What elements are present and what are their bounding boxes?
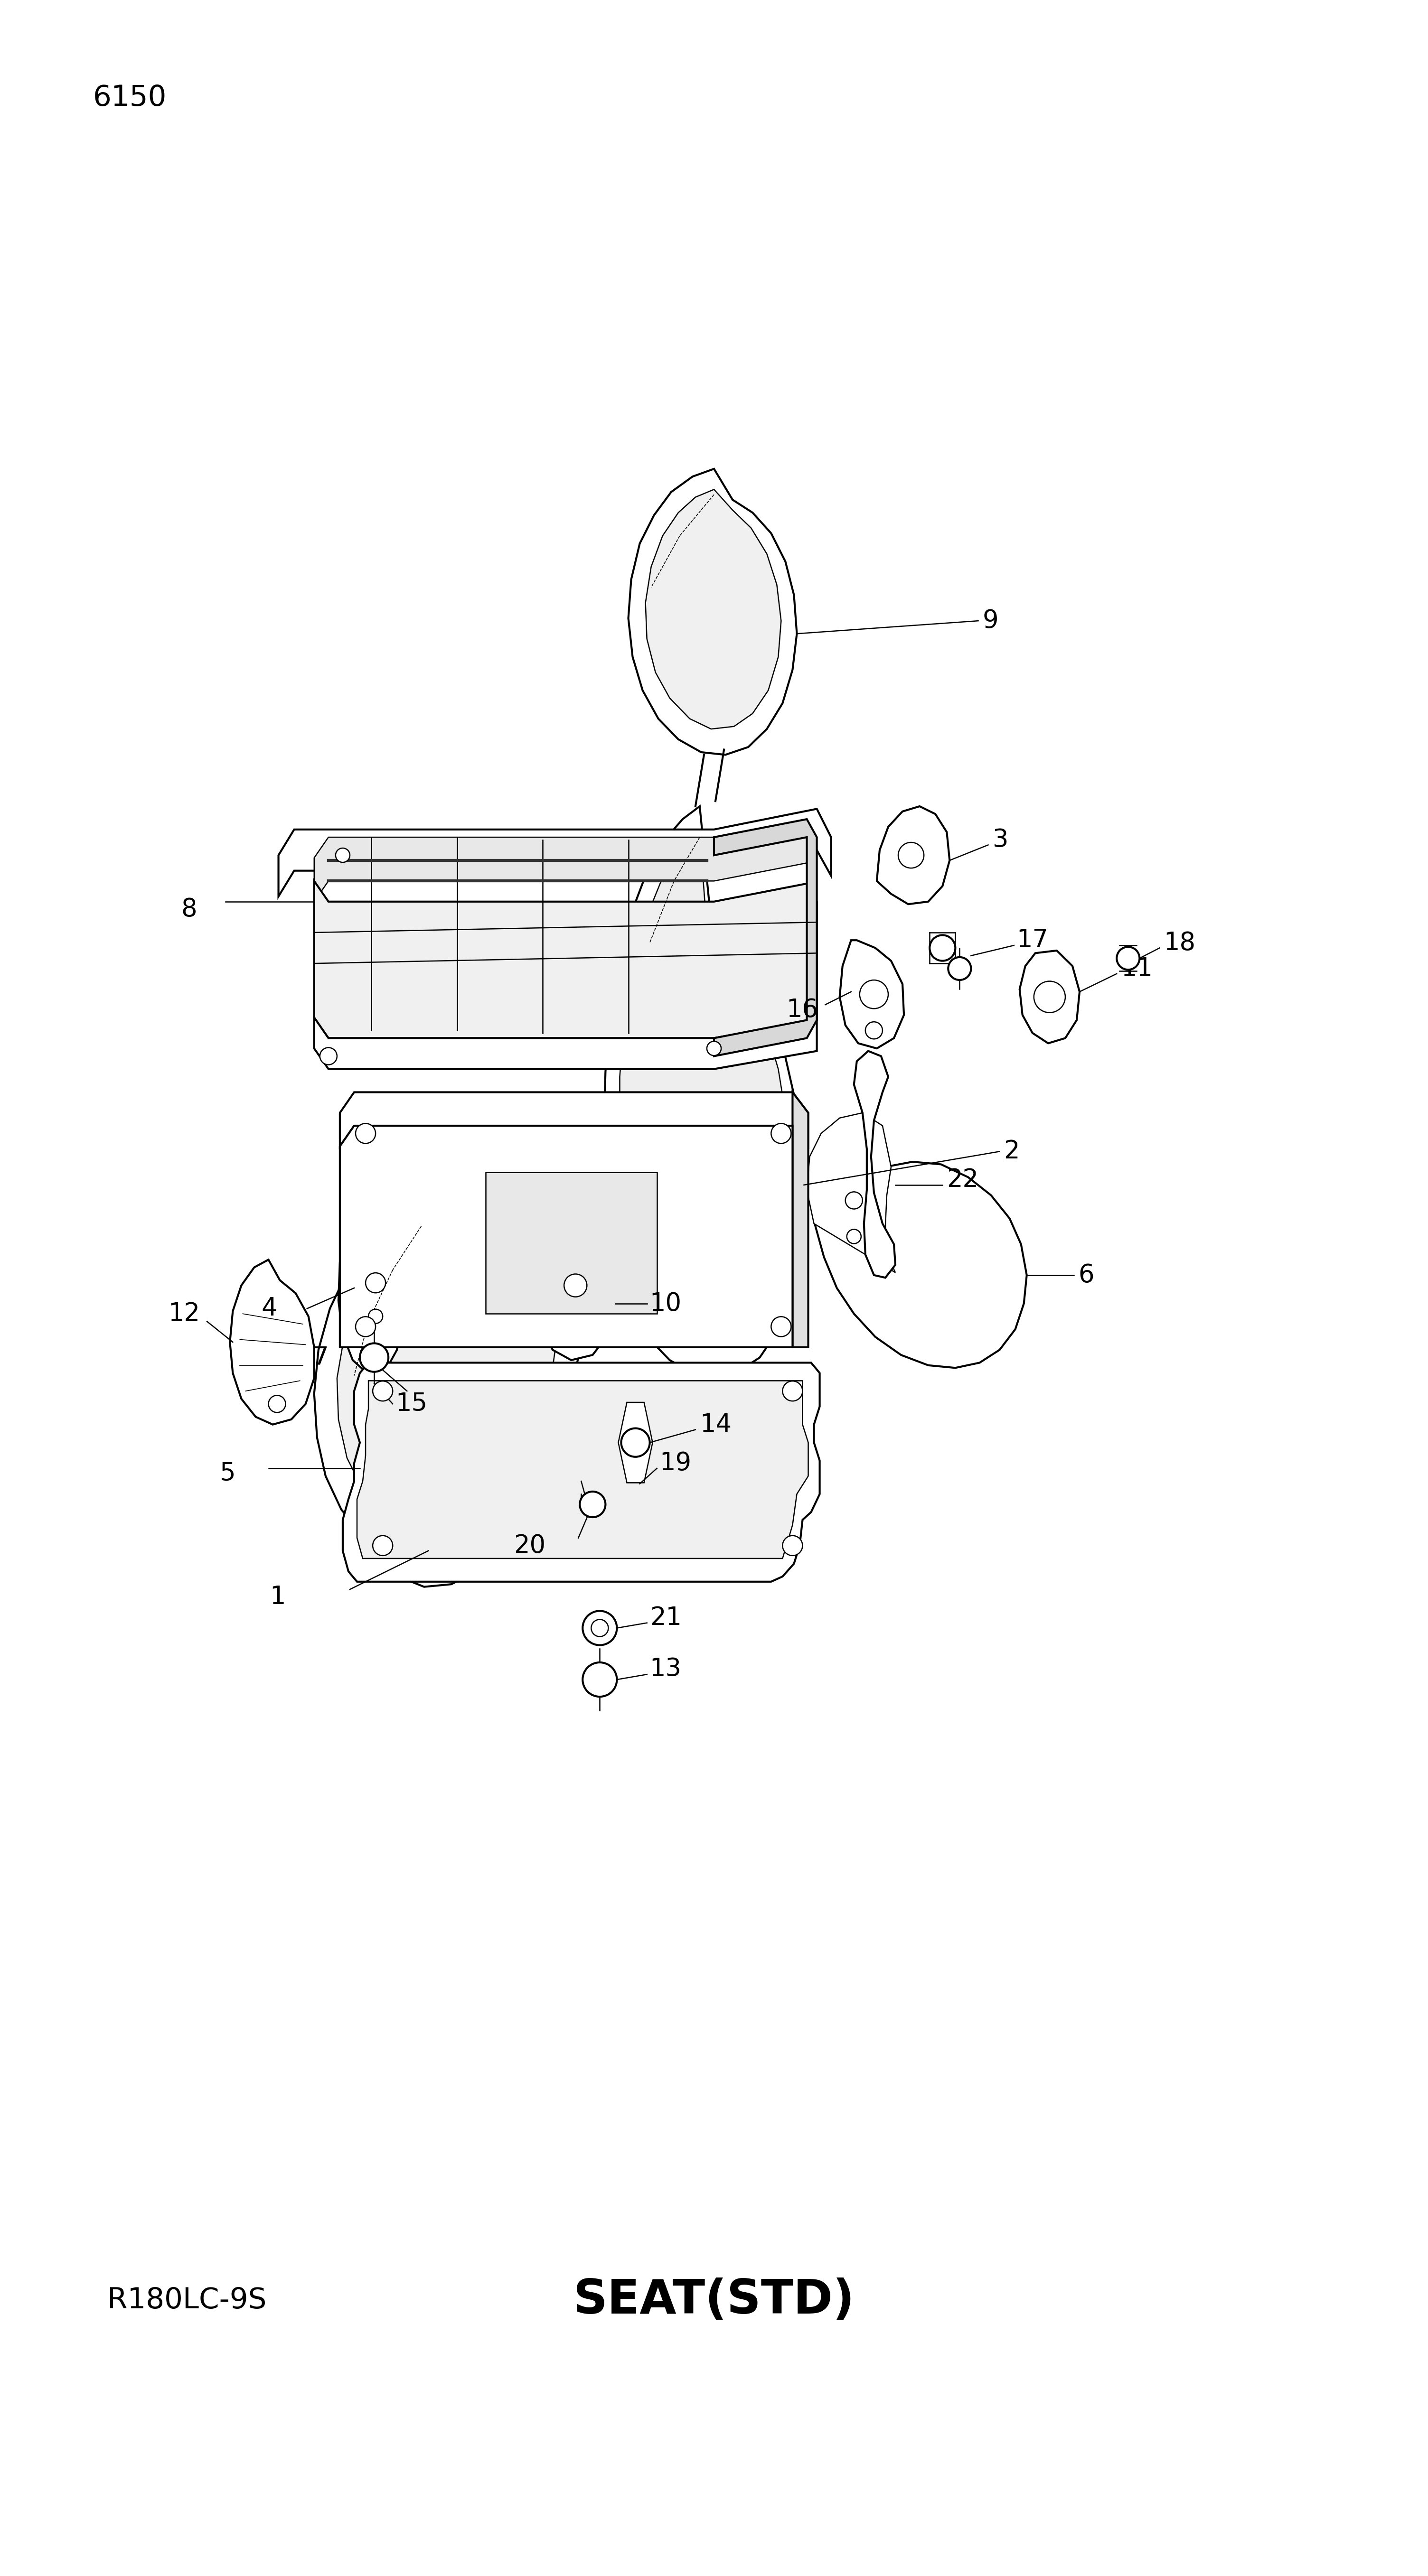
Text: 9: 9 [982, 608, 998, 634]
Polygon shape [645, 489, 781, 729]
Polygon shape [628, 469, 797, 755]
Circle shape [564, 1275, 587, 1296]
Circle shape [366, 1273, 386, 1293]
Circle shape [583, 1662, 617, 1698]
Polygon shape [714, 819, 817, 1056]
Polygon shape [840, 940, 904, 1048]
Circle shape [373, 1381, 393, 1401]
Polygon shape [755, 1113, 781, 1190]
Polygon shape [340, 1301, 808, 1347]
Polygon shape [340, 1092, 808, 1146]
Polygon shape [793, 1092, 808, 1347]
Polygon shape [807, 1113, 895, 1273]
Circle shape [1034, 981, 1065, 1012]
Polygon shape [340, 1126, 808, 1172]
Text: 11: 11 [1121, 956, 1152, 981]
Circle shape [368, 1309, 383, 1324]
Text: 3: 3 [992, 827, 1008, 853]
Polygon shape [314, 881, 817, 1038]
Circle shape [948, 958, 971, 979]
Polygon shape [620, 832, 788, 1319]
Circle shape [268, 1396, 286, 1412]
Polygon shape [354, 1342, 526, 1587]
Polygon shape [598, 1450, 640, 1520]
Circle shape [847, 1229, 861, 1244]
Polygon shape [618, 1401, 653, 1484]
Text: 19: 19 [660, 1450, 691, 1476]
Circle shape [898, 842, 924, 868]
Circle shape [1117, 948, 1140, 969]
Circle shape [707, 1041, 721, 1056]
Text: 22: 22 [947, 1167, 978, 1193]
Circle shape [860, 979, 888, 1010]
Text: 16: 16 [787, 997, 818, 1023]
Text: 2: 2 [1004, 1139, 1020, 1164]
Polygon shape [314, 819, 817, 902]
Polygon shape [604, 806, 804, 1376]
Text: 5: 5 [220, 1461, 236, 1486]
Polygon shape [877, 806, 950, 904]
Text: 18: 18 [1164, 930, 1195, 956]
Text: 17: 17 [1017, 927, 1048, 953]
Text: 15: 15 [396, 1391, 427, 1417]
Text: 6150: 6150 [93, 85, 167, 111]
Polygon shape [338, 1203, 401, 1373]
Circle shape [580, 1492, 605, 1517]
Circle shape [320, 1048, 337, 1064]
Polygon shape [814, 1162, 1027, 1368]
Polygon shape [854, 1051, 895, 1278]
Circle shape [783, 1535, 803, 1556]
Circle shape [930, 935, 955, 961]
Text: SEAT(STD): SEAT(STD) [573, 2277, 855, 2324]
Text: 1: 1 [270, 1584, 286, 1610]
Text: 14: 14 [700, 1412, 731, 1437]
Polygon shape [314, 1018, 817, 1069]
Circle shape [591, 1620, 608, 1636]
Text: 8: 8 [181, 896, 197, 922]
Polygon shape [340, 1170, 808, 1216]
Polygon shape [278, 809, 831, 896]
Polygon shape [337, 1159, 557, 1525]
Polygon shape [340, 1257, 808, 1303]
Circle shape [336, 848, 350, 863]
Circle shape [360, 1342, 388, 1373]
Text: 10: 10 [650, 1291, 681, 1316]
Polygon shape [343, 1363, 820, 1582]
Circle shape [771, 1123, 791, 1144]
Circle shape [583, 1610, 617, 1646]
Circle shape [373, 1535, 393, 1556]
Text: 21: 21 [650, 1605, 681, 1631]
Polygon shape [357, 1381, 808, 1558]
Circle shape [845, 1193, 863, 1208]
Polygon shape [314, 1123, 580, 1556]
Circle shape [356, 1316, 376, 1337]
Circle shape [771, 1316, 791, 1337]
Circle shape [783, 1381, 803, 1401]
Polygon shape [534, 1213, 615, 1360]
Text: 6: 6 [1078, 1262, 1094, 1288]
Polygon shape [486, 1172, 657, 1314]
Polygon shape [378, 1352, 517, 1569]
Polygon shape [340, 1126, 793, 1347]
Text: R180LC-9S: R180LC-9S [107, 2287, 266, 2313]
Text: 4: 4 [261, 1296, 277, 1321]
Text: 7: 7 [313, 1345, 328, 1370]
Text: 13: 13 [650, 1656, 681, 1682]
Circle shape [865, 1023, 883, 1038]
Text: 20: 20 [514, 1533, 545, 1558]
Polygon shape [340, 1213, 808, 1260]
Text: 12: 12 [169, 1301, 200, 1327]
Circle shape [621, 1427, 650, 1458]
Polygon shape [1020, 951, 1080, 1043]
Circle shape [356, 1123, 376, 1144]
Polygon shape [230, 1260, 314, 1425]
